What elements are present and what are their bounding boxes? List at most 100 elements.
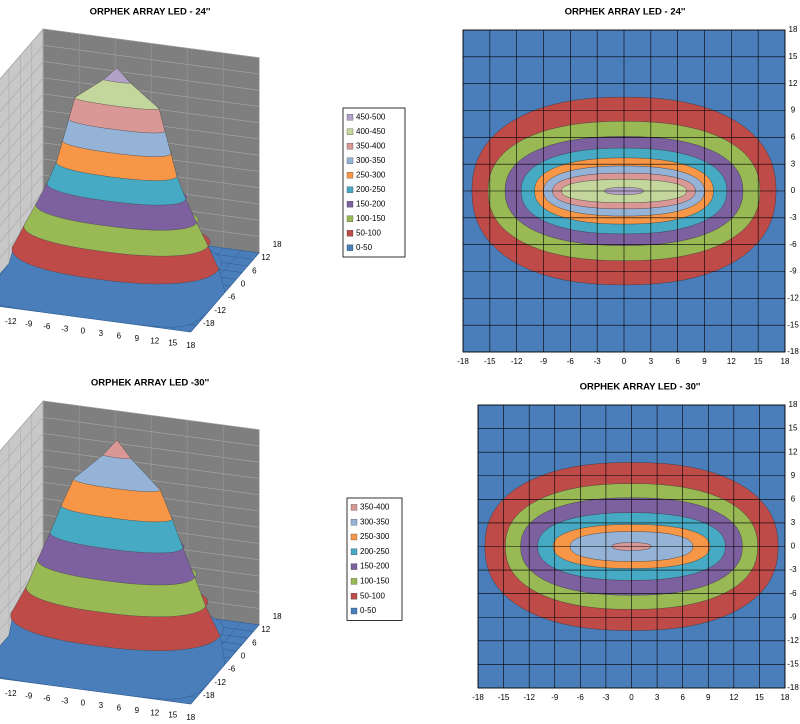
- depth-tick-label: 6: [252, 638, 257, 647]
- legend-swatch: [350, 607, 358, 615]
- legend-swatch: [346, 186, 354, 193]
- chart-title: ORPHEK ARRAY LED -30'': [91, 378, 209, 389]
- y-tick-label: -3: [789, 213, 797, 222]
- legend-label: 200-250: [360, 547, 390, 556]
- x-tick-label: 9: [135, 706, 140, 715]
- x-tick-label: 15: [754, 357, 763, 366]
- x-tick-label: -18: [472, 693, 484, 702]
- x-tick-label: 6: [675, 357, 680, 366]
- x-tick-label: -15: [498, 693, 510, 702]
- y-tick-label: 6: [791, 132, 796, 141]
- legend-box: [342, 107, 406, 258]
- x-tick-label: 18: [186, 341, 195, 350]
- legend-label: 0-50: [356, 243, 373, 252]
- legend-swatch: [346, 215, 354, 222]
- legend-swatch: [346, 157, 354, 164]
- y-tick-label: -9: [789, 267, 797, 276]
- x-tick-label: -12: [5, 689, 17, 698]
- plot-border: [477, 404, 786, 689]
- y-tick-label: 12: [789, 447, 798, 456]
- x-tick-label: 6: [680, 693, 685, 702]
- legend-swatch: [350, 578, 358, 585]
- legend-swatch: [346, 143, 354, 150]
- x-tick-label: -3: [61, 696, 69, 705]
- depth-tick-label: 12: [261, 253, 270, 262]
- depth-tick-label: 0: [241, 652, 246, 661]
- depth-tick-label: -18: [203, 319, 215, 328]
- y-tick-label: -18: [787, 347, 799, 356]
- x-tick-label: 18: [781, 357, 790, 366]
- y-tick-label: 3: [791, 159, 796, 168]
- y-tick-label: 9: [791, 106, 796, 115]
- y-tick-label: -6: [789, 589, 797, 598]
- depth-tick-label: -12: [214, 306, 226, 315]
- legend-label: 250-300: [360, 532, 390, 541]
- x-tick-label: 6: [117, 332, 122, 341]
- y-tick-label: 18: [789, 400, 798, 409]
- x-tick-label: -3: [594, 357, 602, 366]
- x-tick-label: 12: [150, 708, 159, 717]
- legend-label: 400-450: [356, 127, 386, 136]
- y-tick-label: 3: [791, 518, 796, 527]
- chart-title: ORPHEK ARRAY LED - 30'': [580, 382, 701, 393]
- legend-label: 450-500: [356, 112, 386, 121]
- x-tick-label: 3: [655, 693, 660, 702]
- x-tick-label: 18: [186, 713, 195, 722]
- legend-box: [346, 497, 403, 621]
- x-tick-label: 0: [629, 693, 634, 702]
- x-tick-label: -6: [43, 694, 51, 703]
- x-tick-label: -9: [540, 357, 548, 366]
- x-tick-label: -12: [511, 357, 523, 366]
- legend-label: 0-50: [360, 606, 377, 615]
- x-tick-label: 18: [781, 693, 790, 702]
- legend-label: 50-100: [356, 228, 381, 237]
- depth-tick-label: -18: [203, 691, 215, 700]
- x-tick-label: 0: [81, 699, 86, 708]
- legend-swatch: [346, 128, 354, 135]
- x-tick-label: 12: [150, 336, 159, 345]
- y-tick-label: -15: [787, 320, 799, 329]
- depth-tick-label: 6: [252, 266, 257, 275]
- x-tick-label: 9: [702, 357, 707, 366]
- x-tick-label: 9: [135, 334, 140, 343]
- legend-label: 350-400: [360, 503, 390, 512]
- x-tick-label: 3: [649, 357, 654, 366]
- x-tick-label: -9: [25, 320, 33, 329]
- legend-swatch: [350, 533, 358, 541]
- y-tick-label: -3: [789, 565, 797, 574]
- surface-band: [103, 67, 131, 84]
- y-tick-label: 18: [789, 25, 798, 34]
- y-tick-label: 15: [789, 52, 798, 61]
- y-tick-label: -12: [787, 293, 799, 302]
- x-tick-label: 12: [727, 357, 736, 366]
- legend-label: 150-200: [360, 562, 390, 571]
- x-tick-label: 15: [168, 339, 177, 348]
- x-tick-label: 6: [117, 704, 122, 713]
- legend-swatch: [346, 114, 354, 121]
- depth-tick-label: 18: [273, 240, 282, 249]
- x-tick-label: 0: [622, 357, 627, 366]
- y-tick-label: -18: [787, 683, 799, 692]
- legend-swatch: [350, 504, 358, 511]
- x-tick-label: -3: [602, 693, 610, 702]
- x-tick-label: -6: [577, 693, 585, 702]
- x-tick-label: -12: [5, 317, 17, 326]
- x-tick-label: -9: [25, 692, 33, 701]
- x-tick-label: 15: [168, 711, 177, 720]
- x-tick-label: -12: [523, 693, 535, 702]
- x-tick-label: 12: [729, 693, 738, 702]
- legend-label: 100-150: [356, 214, 386, 223]
- surface-band: [102, 439, 132, 459]
- legend-label: 50-100: [360, 591, 385, 600]
- plot-border: [462, 29, 786, 353]
- x-tick-label: -3: [61, 324, 69, 333]
- legend-label: 250-300: [356, 170, 386, 179]
- y-tick-label: 15: [789, 424, 798, 433]
- legend-swatch: [350, 563, 358, 570]
- x-tick-label: 15: [755, 693, 764, 702]
- x-tick-label: 0: [81, 327, 86, 336]
- x-tick-label: -15: [484, 357, 496, 366]
- x-tick-label: 3: [99, 329, 104, 338]
- x-tick-label: -6: [567, 357, 575, 366]
